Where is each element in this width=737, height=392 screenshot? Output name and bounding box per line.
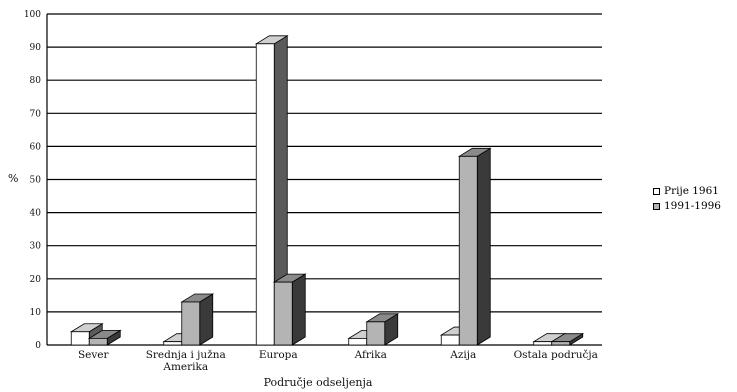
bar-1-1 — [180, 293, 215, 346]
bar-front — [181, 301, 201, 346]
category-label-line: Afrika — [354, 349, 387, 361]
bar-front — [533, 341, 553, 346]
bar-front — [551, 341, 571, 346]
legend-item-2: 1991-1996 — [653, 199, 721, 214]
y-tick-label: 40 — [30, 209, 42, 219]
bar-front — [366, 321, 386, 346]
legend-label-1: Prije 1961 — [664, 185, 719, 197]
category-label: Azija — [449, 349, 476, 361]
gridlines — [47, 13, 602, 313]
bar-5-1 — [550, 332, 585, 346]
category-label-line: Europa — [259, 349, 298, 361]
bar-front — [458, 155, 478, 346]
y-tick-labels: 0 10 20 30 40 50 60 70 80 90 100 — [24, 10, 41, 351]
bar-front — [440, 334, 460, 346]
y-tick-label: 0 — [35, 341, 41, 351]
y-tick-label: 100 — [24, 10, 41, 20]
bar-front — [88, 337, 108, 346]
category-label: Srednja i južna Amerika — [146, 349, 226, 373]
y-tick-label: 60 — [30, 142, 42, 152]
category-label: Europa — [259, 349, 298, 361]
category-label-line: Sever — [78, 349, 110, 361]
bar-4-1 — [457, 147, 492, 346]
legend-swatch-2 — [653, 203, 660, 210]
bar-front — [255, 43, 275, 346]
y-tick-label: 70 — [30, 109, 42, 119]
y-tick-label: 30 — [30, 242, 42, 252]
y-tick-label: 20 — [30, 275, 42, 285]
category-label-line: Srednja i južna — [146, 349, 226, 361]
legend-label-2: 1991-1996 — [664, 200, 721, 212]
y-tick-label: 80 — [30, 76, 42, 86]
category-label-line: Azija — [449, 349, 476, 361]
y-axis-label: % — [8, 172, 18, 185]
y-tick-label: 90 — [30, 43, 42, 53]
y-tick-label: 10 — [30, 308, 42, 318]
bar-front — [70, 331, 90, 346]
category-label: Afrika — [354, 349, 387, 361]
bars — [69, 35, 585, 346]
bar-side — [291, 273, 306, 346]
category-label-line: Ostala područja — [514, 348, 598, 361]
category-label-line: Amerika — [162, 361, 208, 373]
legend-item-1: Prije 1961 — [653, 184, 721, 199]
bar-0-1 — [87, 329, 122, 346]
bar-side — [476, 147, 491, 346]
x-axis-label: Područje odseljenja — [264, 376, 373, 389]
category-label: Sever — [78, 349, 110, 361]
legend-swatch-1 — [653, 188, 660, 195]
bar-front — [273, 281, 293, 346]
category-label: Ostala područja — [514, 348, 598, 361]
category-labels: Sever Srednja i južna Amerika Europa Afrika A… — [78, 348, 598, 373]
bar-side — [199, 293, 214, 346]
bar-front — [163, 341, 183, 346]
bar-3-1 — [365, 313, 400, 346]
bar-front — [348, 337, 368, 346]
bar-2-0 — [254, 35, 289, 346]
bar-2-1 — [272, 273, 307, 346]
y-tick-label: 50 — [30, 176, 42, 186]
legend: Prije 1961 1991-1996 — [653, 184, 721, 214]
